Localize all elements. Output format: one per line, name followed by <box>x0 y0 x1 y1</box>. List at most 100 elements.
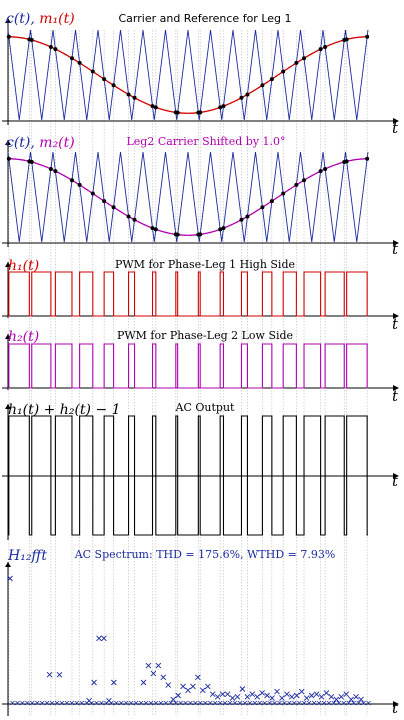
panel2-crossing-point <box>77 182 82 187</box>
spectrum-point <box>165 682 172 688</box>
spectrum-point <box>279 695 285 701</box>
spectrum-baseline-point <box>306 700 312 706</box>
panel2-crossing-point <box>323 166 328 171</box>
panel5-y-arrow <box>5 404 11 409</box>
spectrum-point <box>254 693 261 700</box>
spectrum-baseline-point <box>366 700 371 706</box>
spectrum-baseline-point <box>138 700 144 706</box>
panel2-crossing-point <box>111 205 116 210</box>
spectrum-point <box>224 691 231 698</box>
spectrum-point <box>190 683 196 690</box>
panel2-xlabel: t <box>392 240 399 258</box>
panel6-ylabel: H₁₂fft <box>7 548 47 564</box>
spectrum-baseline-point <box>237 700 243 706</box>
spectrum-point <box>333 696 340 703</box>
spectrum-baseline-point <box>227 700 233 706</box>
panel1-reference-line <box>7 36 369 114</box>
panel1-crossing-point <box>150 104 155 109</box>
spectrum-point <box>328 693 335 700</box>
spectrum-baseline-point <box>292 700 297 706</box>
spectrum-point <box>229 695 236 701</box>
panel2-x-arrow <box>393 240 399 246</box>
panel1-crossing-point <box>218 105 223 110</box>
panel4-y-arrow <box>5 334 11 339</box>
panel1-crossing-point <box>294 60 299 65</box>
spectrum-baseline-point <box>277 700 282 706</box>
spectrum-point <box>343 691 350 698</box>
panel1-title: Carrier and Reference for Leg 1 <box>119 12 292 25</box>
spectrum-baseline-point <box>153 700 159 706</box>
panel2-crossing-point <box>302 178 307 183</box>
panel4-xlabel: t <box>392 387 399 405</box>
spectrum-point <box>214 693 221 700</box>
spectrum-baseline-point <box>217 700 223 706</box>
panel6-y-arrow <box>5 562 11 567</box>
spectrum-point <box>195 674 201 681</box>
spectrum-point <box>91 679 97 686</box>
spectrum-baseline-point <box>232 700 238 706</box>
spectrum-baseline-point <box>94 700 99 706</box>
spectrum-point <box>348 696 354 703</box>
spectrum-baseline-point <box>257 700 263 706</box>
panel1-crossing-point <box>302 56 307 61</box>
panel3-pwm-line <box>8 271 368 317</box>
panel1-crossing-point <box>102 77 107 82</box>
panel1-crossing-point <box>281 69 286 74</box>
ylabel-part: h₁(t) <box>8 258 39 274</box>
spectrum-point <box>209 691 216 698</box>
panel2-crossing-point <box>175 232 180 237</box>
panel2-crossing-point <box>150 226 155 231</box>
panel2-crossing-point <box>126 214 131 219</box>
spectrum-baseline-point <box>29 700 35 706</box>
panel1-crossing-point <box>239 95 244 100</box>
chart-marks <box>2 18 399 716</box>
panel3-y-arrow <box>5 262 11 267</box>
panel1-crossing-point <box>318 47 323 52</box>
panel1-crossing-point <box>344 37 349 42</box>
spectrum-point <box>56 671 63 678</box>
panel6-title: AC Spectrum: THD = 175.6%, WTHD = 7.93% <box>74 548 336 561</box>
panel5-output-line <box>8 415 368 536</box>
spectrum-baseline-point <box>351 700 356 706</box>
spectrum-point <box>259 690 265 696</box>
ylabel-part: c(t), <box>6 135 39 151</box>
panel2-crossing-point <box>153 227 158 232</box>
panel1-y-arrow <box>5 18 11 23</box>
spectrum-baseline-point <box>188 700 193 706</box>
spectrum-point <box>313 691 320 698</box>
panel2-crossing-point <box>260 205 265 210</box>
panel2-crossing-point <box>53 169 58 174</box>
panel6-xlabel: t <box>392 699 399 717</box>
panel1-crossing-point <box>132 95 137 100</box>
spectrum-baseline-point <box>69 700 75 706</box>
spectrum-baseline-point <box>203 700 208 706</box>
spectrum-baseline-point <box>20 700 25 706</box>
spectrum-baseline-point <box>341 700 347 706</box>
spectrum-baseline-point <box>148 700 154 706</box>
spectrum-baseline-point <box>311 700 317 706</box>
panel4-title: PWM for Phase-Leg 2 Low Side <box>117 329 293 342</box>
panel2-title: Leg2 Carrier Shifted by 1.0° <box>126 135 285 148</box>
spectrum-baseline-point <box>301 700 307 706</box>
panel5-xlabel: t <box>392 472 399 490</box>
spectrum-baseline-point <box>178 700 183 706</box>
panel2-crossing-point <box>29 159 34 164</box>
spectrum-point <box>298 688 305 695</box>
spectrum-baseline-point <box>361 700 366 706</box>
spectrum-baseline-point <box>25 700 30 706</box>
spectrum-baseline-point <box>346 700 352 706</box>
spectrum-baseline-point <box>54 700 60 706</box>
spectrum-baseline-point <box>321 700 327 706</box>
spectrum-baseline-point <box>79 700 85 706</box>
spectrum-baseline-point <box>15 700 20 706</box>
ylabel-part: h₂(t) <box>8 329 39 345</box>
spectrum-point <box>244 693 251 700</box>
panel2-crossing-point <box>48 166 53 171</box>
spectrum-baseline-point <box>262 700 267 706</box>
panel1-crossing-point <box>269 77 274 82</box>
ylabel-part: m₂(t) <box>39 135 74 151</box>
panel4-pwm-line <box>8 343 368 389</box>
panel2-crossing-point <box>239 217 244 222</box>
panel1-crossing-point <box>365 34 370 39</box>
spectrum-baseline-point <box>242 700 248 706</box>
